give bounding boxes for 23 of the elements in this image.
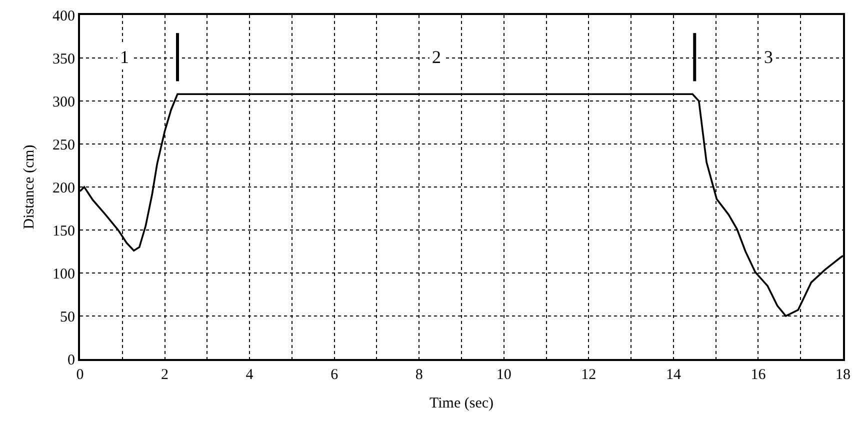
y-tick-label: 300 [52, 94, 75, 110]
x-tick-label: 12 [581, 367, 596, 383]
annotation: 1 [120, 47, 129, 67]
y-tick-label: 200 [52, 180, 75, 196]
x-tick-label: 10 [496, 367, 512, 383]
x-tick-label: 4 [246, 367, 254, 383]
y-tick-label: 400 [52, 8, 75, 24]
y-tick-label: 50 [60, 309, 75, 326]
y-tick-label: 250 [52, 137, 75, 154]
x-axis-title: Time (sec) [429, 396, 494, 412]
annotation: 3 [764, 47, 773, 67]
y-tick-label: 100 [52, 266, 75, 282]
x-tick-label: 2 [161, 367, 169, 383]
annotation: 2 [432, 47, 441, 67]
x-tick-label: 8 [415, 367, 423, 383]
y-tick-label: 0 [68, 352, 75, 368]
y-tick-label: 150 [52, 223, 75, 240]
x-tick-label: 14 [666, 367, 682, 383]
x-tick-label: 16 [750, 367, 766, 383]
y-axis-title: Distance (cm) [21, 144, 38, 230]
x-tick-label: 6 [330, 367, 339, 383]
x-tick-label: 18 [836, 367, 850, 383]
y-tick-label: 350 [52, 51, 75, 68]
